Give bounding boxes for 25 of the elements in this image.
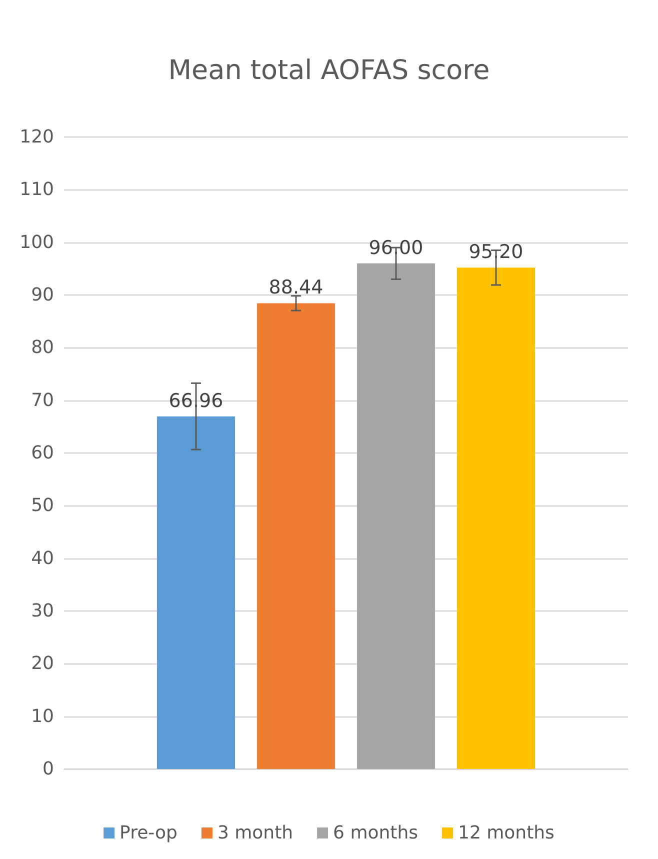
legend-label: 12 months [458, 822, 554, 844]
y-tick-label: 110 [20, 179, 54, 200]
legend-label: 6 months [333, 822, 418, 844]
y-tick-label: 10 [31, 706, 54, 727]
y-tick-label: 70 [31, 390, 54, 411]
y-tick-label: 100 [20, 232, 54, 253]
data-label: 96.00 [368, 236, 424, 259]
y-tick-label: 0 [42, 758, 54, 780]
y-tick-label: 40 [31, 548, 54, 569]
y-tick-label: 50 [31, 495, 54, 516]
bar [157, 416, 235, 769]
bar [457, 268, 535, 769]
y-tick-label: 60 [31, 442, 54, 464]
bar [257, 303, 335, 769]
legend-label: Pre-op [120, 822, 178, 844]
data-label: 95.20 [468, 241, 524, 264]
legend-label: 3 month [217, 822, 294, 844]
y-tick-label: 30 [31, 600, 54, 622]
y-tick-label: 120 [20, 126, 54, 148]
bar [357, 263, 435, 769]
y-tick-label: 80 [31, 337, 54, 358]
data-label: 88.44 [268, 276, 324, 299]
y-tick-label: 20 [31, 653, 54, 674]
chart-title: Mean total AOFAS score [168, 55, 490, 86]
y-tick-label: 90 [31, 284, 54, 306]
